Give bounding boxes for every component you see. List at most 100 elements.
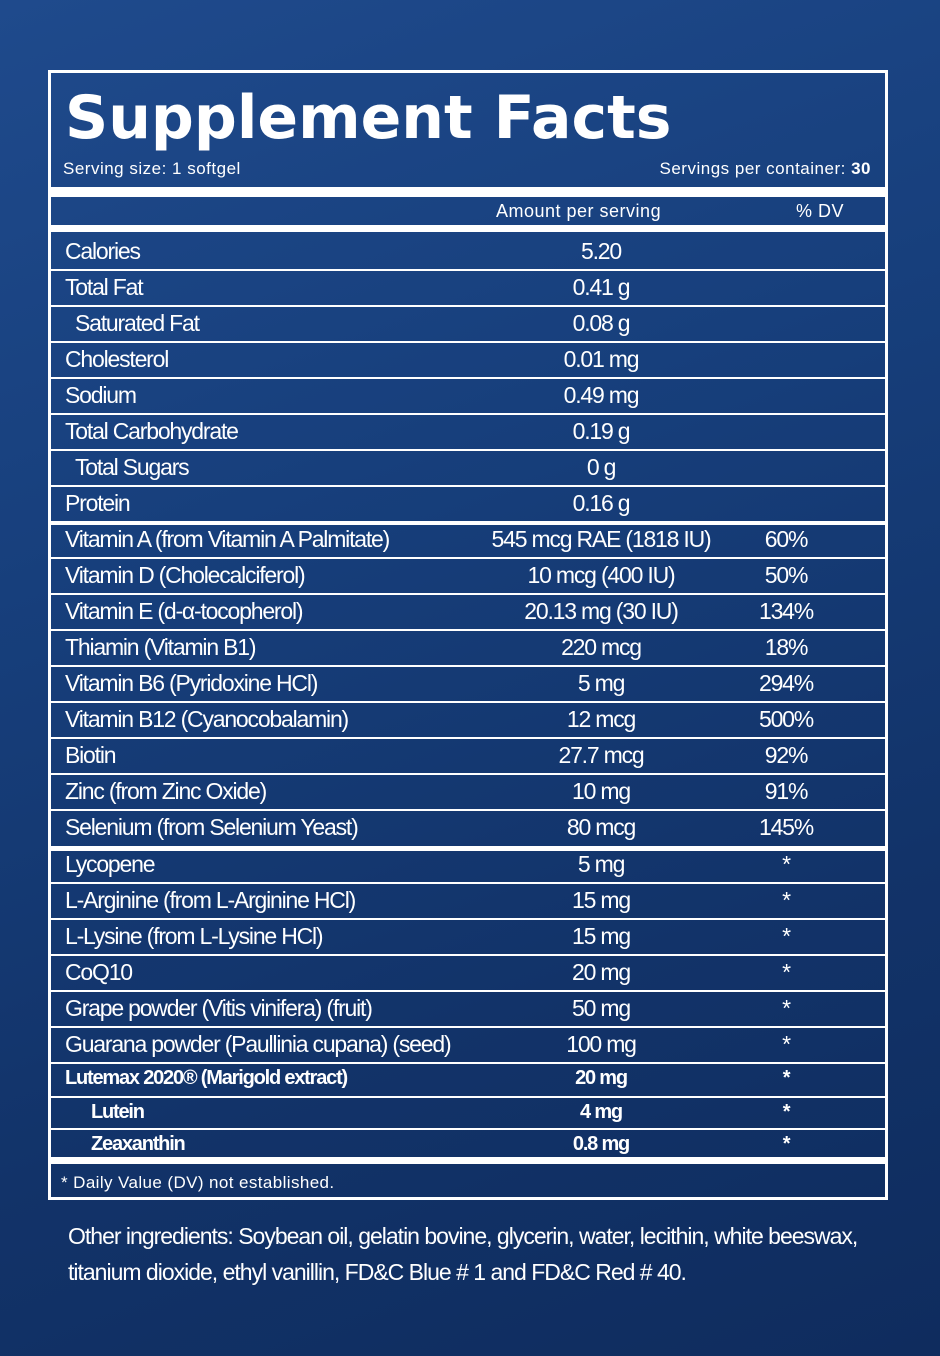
- nutrient-row: Biotin 27.7 mcg 92%: [51, 739, 885, 775]
- nutrient-row: Vitamin B6 (Pyridoxine HCl) 5 mg 294%: [51, 667, 885, 703]
- other-ingredients: Other ingredients: Soybean oil, gelatin …: [68, 1223, 858, 1285]
- nutrient-amount: 220 mcg: [561, 634, 642, 660]
- nutrient-name: Protein: [65, 490, 131, 516]
- panel-title: Supplement Facts: [65, 83, 672, 153]
- nutrient-row: Total Carbohydrate 0.19 g: [51, 415, 885, 451]
- nutrient-dv: *: [782, 995, 791, 1021]
- nutrient-name: Lutemax 2020® (Marigold extract): [65, 1067, 348, 1089]
- nutrient-amount: 5 mg: [577, 851, 626, 877]
- nutrient-dv: *: [782, 1031, 791, 1057]
- nutrient-dv: *: [782, 923, 791, 949]
- nutrient-name: Total Carbohydrate: [65, 418, 239, 444]
- serving-size: Serving size: 1 softgel: [63, 159, 241, 178]
- nutrient-name: Lycopene: [65, 851, 156, 877]
- nutrient-amount: 100 mg: [566, 1031, 637, 1057]
- nutrient-row: Thiamin (Vitamin B1) 220 mcg 18%: [51, 631, 885, 667]
- nutrient-name: Guarana powder (Paullinia cupana) (seed): [65, 1031, 452, 1057]
- nutrient-row: Zeaxanthin 0.8 mg *: [51, 1130, 885, 1155]
- nutrient-name: Total Fat: [65, 274, 144, 300]
- nutrient-row: Guarana powder (Paullinia cupana) (seed)…: [51, 1028, 885, 1064]
- nutrient-row: Vitamin E (d-α-tocopherol) 20.13 mg (30 I…: [51, 595, 885, 631]
- amount-header: Amount per serving: [496, 201, 662, 221]
- nutrient-row: Total Sugars 0 g: [51, 451, 885, 487]
- nutrient-amount: 4 mg: [580, 1101, 623, 1123]
- dv-header: % DV: [796, 201, 845, 221]
- thick-divider-header: [51, 225, 885, 232]
- nutrient-amount: 80 mcg: [566, 814, 636, 840]
- nutrient-dv: *: [782, 1067, 791, 1089]
- nutrient-amount: 0.41 g: [572, 274, 631, 300]
- thick-divider-bottom: [51, 1157, 885, 1164]
- nutrient-dv: 145%: [758, 814, 814, 840]
- nutrient-dv: 60%: [764, 526, 809, 552]
- nutrient-dv: 50%: [764, 562, 809, 588]
- nutrient-row: Lycopene 5 mg *: [51, 848, 885, 884]
- column-header: Amount per serving % DV: [51, 197, 885, 223]
- nutrient-amount: 20 mg: [572, 959, 631, 985]
- nutrient-dv: 500%: [758, 706, 814, 732]
- nutrient-row: Cholesterol 0.01 mg: [51, 343, 885, 379]
- nutrient-name: Cholesterol: [65, 346, 169, 372]
- nutrient-row: Saturated Fat 0.08 g: [51, 307, 885, 343]
- nutrient-dv: 18%: [764, 634, 809, 660]
- nutrient-amount: 0.08 g: [572, 310, 631, 336]
- nutrient-amount: 20.13 mg (30 IU): [524, 598, 679, 624]
- nutrient-name: Calories: [65, 238, 141, 264]
- servings-per-container-label: Servings per container:: [659, 159, 846, 178]
- nutrient-amount: 0.49 mg: [563, 382, 640, 408]
- nutrient-dv: *: [782, 1133, 791, 1155]
- nutrient-amount: 0.19 g: [572, 418, 631, 444]
- nutrient-dv: *: [782, 887, 791, 913]
- dv-footnote: * Daily Value (DV) not established.: [61, 1173, 335, 1192]
- nutrient-name: Thiamin (Vitamin B1): [65, 634, 257, 660]
- nutrient-row: Vitamin D (Cholecalciferol) 10 mcg (400 I…: [51, 559, 885, 595]
- servings-per-container: Servings per container: 30: [660, 159, 871, 179]
- nutrient-amount: 15 mg: [572, 887, 631, 913]
- nutrient-name: Saturated Fat: [75, 310, 200, 336]
- nutrient-amount: 5 mg: [577, 670, 626, 696]
- nutrient-name: Vitamin B6 (Pyridoxine HCl): [65, 670, 318, 696]
- nutrient-amount: 0.01 mg: [563, 346, 640, 372]
- nutrient-dv: *: [782, 959, 791, 985]
- nutrient-amount: 10 mg: [572, 778, 631, 804]
- nutrient-dv: 92%: [764, 742, 809, 768]
- nutrient-amount: 50 mg: [572, 995, 631, 1021]
- nutrient-row: Lutein 4 mg *: [51, 1098, 885, 1130]
- nutrient-name: Biotin: [65, 742, 117, 768]
- nutrient-name: Lutein: [91, 1101, 145, 1123]
- nutrient-dv: 294%: [758, 670, 814, 696]
- nutrient-name: CoQ10: [65, 959, 133, 985]
- nutrient-name: Vitamin B12 (Cyanocobalamin): [65, 706, 349, 732]
- nutrient-row: L-Arginine (from L-Arginine HCl) 15 mg *: [51, 884, 885, 920]
- nutrient-row: Sodium 0.49 mg: [51, 379, 885, 415]
- nutrient-name: Zinc (from Zinc Oxide): [65, 778, 267, 804]
- nutrient-name: L-Lysine (from L-Lysine HCl): [65, 923, 324, 949]
- nutrient-row: Vitamin B12 (Cyanocobalamin) 12 mcg 500%: [51, 703, 885, 739]
- thick-divider-top: [51, 187, 885, 197]
- nutrient-row: Protein 0.16 g: [51, 487, 885, 525]
- nutrient-amount: 20 mg: [575, 1067, 628, 1089]
- nutrient-name: Grape powder (Vitis vinifera) (fruit): [65, 995, 373, 1021]
- nutrient-row: Selenium (from Selenium Yeast) 80 mcg 145%: [51, 811, 885, 851]
- nutrient-row: L-Lysine (from L-Lysine HCl) 15 mg *: [51, 920, 885, 956]
- servings-per-container-value: 30: [851, 159, 871, 178]
- nutrient-amount: 0.8 mg: [572, 1133, 630, 1155]
- nutrient-name: Vitamin D (Cholecalciferol): [65, 562, 306, 588]
- nutrient-name: L-Arginine (from L-Arginine HCl): [65, 887, 356, 913]
- nutrient-amount: 27.7 mcg: [558, 742, 644, 768]
- nutrient-row: Grape powder (Vitis vinifera) (fruit) 50 …: [51, 992, 885, 1028]
- nutrient-row: Total Fat 0.41 g: [51, 271, 885, 307]
- nutrient-dv: *: [782, 851, 791, 877]
- nutrient-dv: *: [782, 1101, 791, 1123]
- nutrient-row: Lutemax 2020® (Marigold extract) 20 mg *: [51, 1064, 885, 1098]
- nutrient-dv: 134%: [758, 598, 814, 624]
- nutrient-row: Calories 5.20: [51, 235, 885, 271]
- nutrient-name: Total Sugars: [75, 454, 190, 480]
- nutrient-name: Vitamin E (d-α-tocopherol): [65, 598, 304, 624]
- nutrient-name: Vitamin A (from Vitamin A Palmitate): [65, 526, 390, 552]
- nutrient-row: Zinc (from Zinc Oxide) 10 mg 91%: [51, 775, 885, 811]
- nutrient-amount: 0 g: [586, 454, 617, 480]
- nutrient-row: Vitamin A (from Vitamin A Palmitate) 545 …: [51, 523, 885, 559]
- nutrient-amount: 545 mcg RAE (1818 IU): [491, 526, 712, 552]
- nutrient-row: CoQ10 20 mg *: [51, 956, 885, 992]
